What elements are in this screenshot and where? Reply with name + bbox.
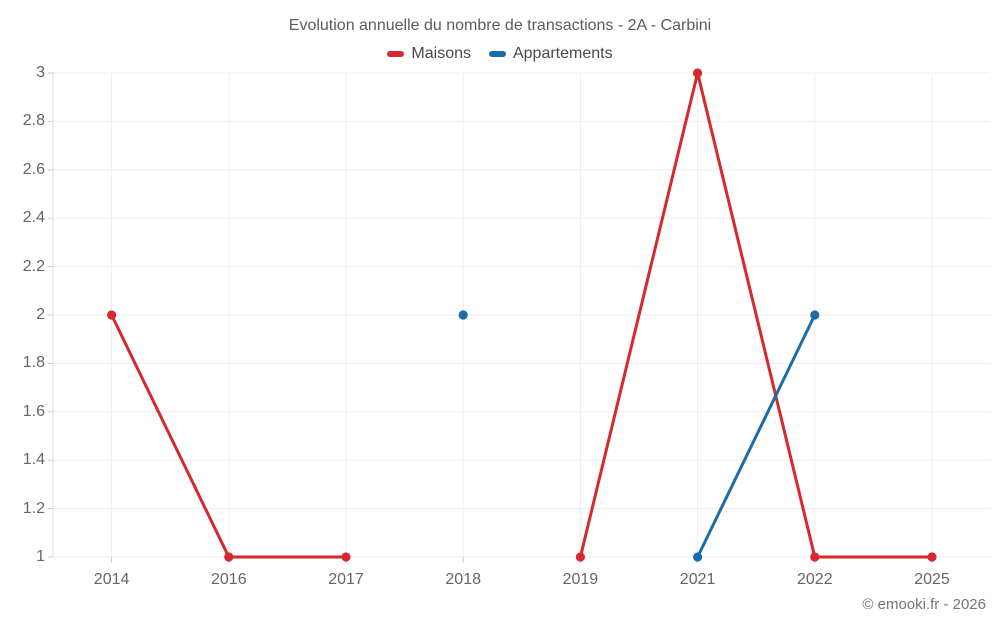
y-axis-label: 3: [36, 64, 45, 81]
x-axis-label: 2022: [797, 571, 833, 588]
data-point-maisons[interactable]: [575, 552, 586, 562]
series-line-appartements: [696, 313, 817, 559]
x-axis-label: 2025: [914, 571, 950, 588]
data-point-appartements[interactable]: [458, 310, 468, 320]
chart-title: Evolution annuelle du nombre de transact…: [288, 17, 712, 34]
x-axis-label: 2018: [445, 571, 481, 588]
chart-legend: Maisons Appartements: [0, 45, 1000, 63]
y-axis-label: 1.8: [22, 354, 45, 372]
data-point-maisons[interactable]: [693, 68, 703, 78]
appartements-swatch-icon: [488, 51, 506, 57]
legend-item-label: Maisons: [411, 45, 471, 62]
x-axis-label: 2017: [328, 571, 364, 588]
legend-item-appartements[interactable]: Appartements: [488, 45, 613, 63]
x-axis-label: 2021: [679, 571, 716, 588]
y-axis-label: 2.2: [22, 257, 45, 275]
data-point-maisons[interactable]: [927, 552, 937, 562]
y-axis-label: 1.4: [22, 451, 45, 469]
y-axis-label: 2.4: [22, 209, 45, 227]
copyright-text: © emooki.fr - 2026: [862, 596, 986, 613]
x-axis-label: 2019: [562, 571, 599, 588]
legend-item-label: Appartements: [512, 45, 613, 62]
y-axis-label: 2.8: [22, 112, 45, 130]
x-axis-label: 2016: [211, 571, 247, 588]
data-point-appartements[interactable]: [693, 552, 703, 562]
data-point-maisons[interactable]: [107, 310, 117, 320]
y-axis-label: 1: [36, 548, 45, 565]
y-axis-label: 1.2: [22, 499, 45, 517]
data-point-appartements[interactable]: [810, 310, 820, 320]
y-axis-label: 2: [36, 306, 45, 323]
maisons-swatch-icon: [387, 51, 405, 57]
x-axis-label: 2014: [93, 571, 130, 588]
legend-item-maisons[interactable]: Maisons: [387, 45, 471, 63]
data-point-maisons[interactable]: [341, 552, 351, 562]
y-axis-label: 1.6: [22, 402, 45, 420]
data-point-maisons[interactable]: [810, 552, 820, 562]
y-axis-label: 2.6: [22, 160, 45, 178]
series-line-maisons: [578, 71, 934, 559]
data-point-maisons[interactable]: [224, 552, 234, 562]
